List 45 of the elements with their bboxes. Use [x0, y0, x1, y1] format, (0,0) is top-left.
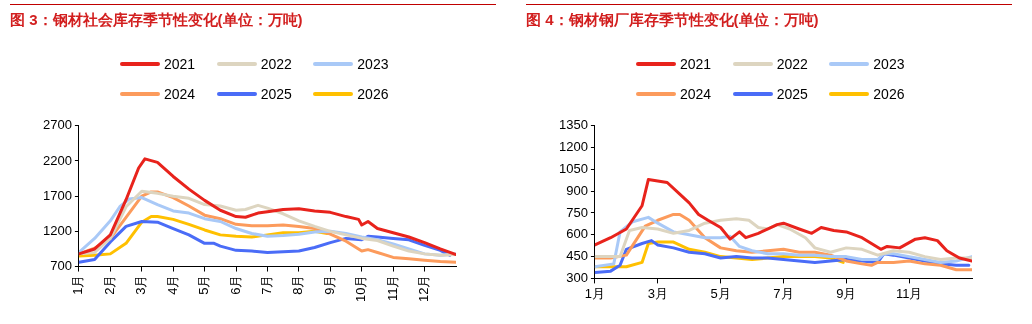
y-tick-label: 1200 — [559, 139, 588, 155]
x-tick-label: 2月 — [101, 274, 117, 295]
y-tick-label: 900 — [566, 182, 588, 198]
y-tick-label: 750 — [566, 204, 588, 220]
x-tick-label: 5月 — [710, 285, 731, 301]
y-tick-label: 1350 — [559, 117, 588, 133]
x-tick-label: 3月 — [133, 274, 149, 295]
x-tick-label: 9月 — [321, 274, 337, 295]
legend-label: 2022 — [260, 56, 292, 72]
legend-label: 2023 — [357, 56, 389, 72]
legend-label: 2026 — [873, 86, 905, 102]
x-tick-label: 11月 — [895, 285, 923, 301]
x-tick-label: 8月 — [290, 274, 306, 295]
y-tick-label: 1700 — [43, 187, 72, 203]
x-tick-label: 12月 — [416, 274, 432, 303]
legend-label: 2022 — [776, 56, 808, 72]
x-tick-label: 4月 — [164, 274, 180, 295]
x-tick-label: 7月 — [773, 285, 794, 301]
legend-label: 2024 — [680, 86, 712, 102]
y-tick-label: 600 — [566, 226, 588, 242]
y-tick-label: 300 — [566, 269, 588, 285]
x-tick-label: 11月 — [384, 274, 400, 302]
x-tick-label: 10月 — [353, 274, 369, 303]
legend-label: 2021 — [164, 56, 196, 72]
legend-label: 2026 — [357, 86, 389, 102]
legend-label: 2025 — [776, 86, 808, 102]
legend-label: 2024 — [164, 86, 196, 102]
y-tick-label: 2200 — [43, 152, 72, 168]
legend-label: 2025 — [260, 86, 292, 102]
chart-title: 图 3：钢材社会库存季节性变化(单位：万吨) — [10, 4, 496, 30]
x-tick-label: 6月 — [227, 274, 243, 295]
y-tick-label: 700 — [50, 258, 72, 274]
y-tick-label: 2700 — [43, 117, 72, 133]
x-tick-label: 9月 — [836, 285, 857, 301]
y-tick-label: 1200 — [43, 222, 72, 238]
x-tick-label: 7月 — [259, 274, 275, 295]
chart-title: 图 4：钢材钢厂库存季节性变化(单位：万吨) — [526, 4, 1012, 30]
legend-label: 2023 — [873, 56, 905, 72]
x-tick-label: 5月 — [196, 274, 212, 295]
y-tick-label: 1050 — [559, 160, 588, 176]
legend-label: 2021 — [680, 56, 712, 72]
x-tick-label: 3月 — [647, 285, 668, 301]
y-tick-label: 450 — [566, 248, 588, 264]
x-tick-label: 1月 — [584, 285, 606, 301]
x-tick-label: 1月 — [70, 274, 86, 295]
